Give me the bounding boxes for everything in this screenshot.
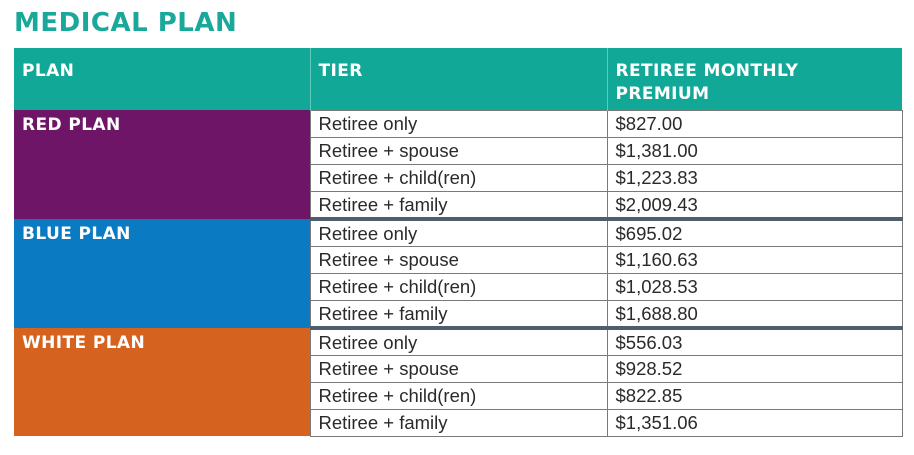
premium-cell: $1,028.53	[606, 272, 903, 301]
table-row: WHITE PLAN Retiree only $556.03	[14, 327, 903, 436]
premium-cell: $1,160.63	[606, 245, 903, 274]
tier-cell: Retiree + family	[309, 190, 608, 221]
premium-header-line2: PREMIUM	[615, 84, 710, 104]
plan-column-header: PLAN	[14, 48, 310, 110]
tier-cell: Retiree + child(ren)	[309, 163, 608, 192]
tier-cell: Retiree + spouse	[309, 354, 608, 383]
tier-cell: Retiree + spouse	[309, 136, 608, 165]
premium-header-line1: RETIREE MONTHLY	[615, 61, 799, 81]
tier-column-header: TIER	[309, 48, 607, 110]
premium-cell: $928.52	[606, 354, 903, 383]
tier-cell: Retiree only	[309, 109, 608, 138]
tier-cell: Retiree + family	[309, 299, 608, 330]
premium-cell: $695.02	[606, 218, 903, 247]
premium-cell: $1,351.06	[606, 408, 903, 437]
table-row: Retiree + spouse $928.52	[14, 354, 903, 383]
tier-cell: Retiree + spouse	[309, 245, 608, 274]
premium-cell: $1,223.83	[606, 163, 903, 192]
premium-column-header: RETIREE MONTHLY PREMIUM	[606, 48, 902, 110]
table-row: Retiree + child(ren) $1,028.53	[14, 272, 903, 301]
table-row: Retiree + child(ren) $822.85	[14, 381, 903, 410]
table-header-row: PLAN TIER RETIREE MONTHLY PREMIUM	[14, 48, 902, 110]
tier-cell: Retiree only	[309, 327, 608, 356]
premium-cell: $1,381.00	[606, 136, 903, 165]
table-row: BLUE PLAN Retiree only $695.02	[14, 218, 903, 328]
plan-cell-red: RED PLAN	[14, 110, 310, 219]
table-row: RED PLAN Retiree only $827.00	[14, 109, 903, 219]
premium-cell: $2,009.43	[606, 190, 903, 221]
tier-cell: Retiree + family	[309, 408, 608, 437]
tier-cell: Retiree + child(ren)	[309, 272, 608, 301]
table-row: Retiree + spouse $1,381.00	[14, 136, 903, 165]
table-row: Retiree + family $1,351.06	[14, 408, 903, 437]
premium-cell: $1,688.80	[606, 299, 903, 330]
premium-cell: $822.85	[606, 381, 903, 410]
plan-cell-blue: BLUE PLAN	[14, 218, 310, 328]
table-row: Retiree + spouse $1,160.63	[14, 245, 903, 274]
tier-cell: Retiree + child(ren)	[309, 381, 608, 410]
page-title: MEDICAL PLAN	[14, 8, 238, 38]
table-row: Retiree + family $2,009.43	[14, 190, 903, 221]
premium-cell: $556.03	[606, 327, 903, 356]
premium-cell: $827.00	[606, 109, 903, 138]
table-row: Retiree + family $1,688.80	[14, 299, 903, 330]
medical-plan-table: PLAN TIER RETIREE MONTHLY PREMIUM RED PLA…	[14, 48, 903, 437]
plan-cell-white: WHITE PLAN	[14, 327, 310, 436]
tier-cell: Retiree only	[309, 218, 608, 247]
table-row: Retiree + child(ren) $1,223.83	[14, 163, 903, 192]
